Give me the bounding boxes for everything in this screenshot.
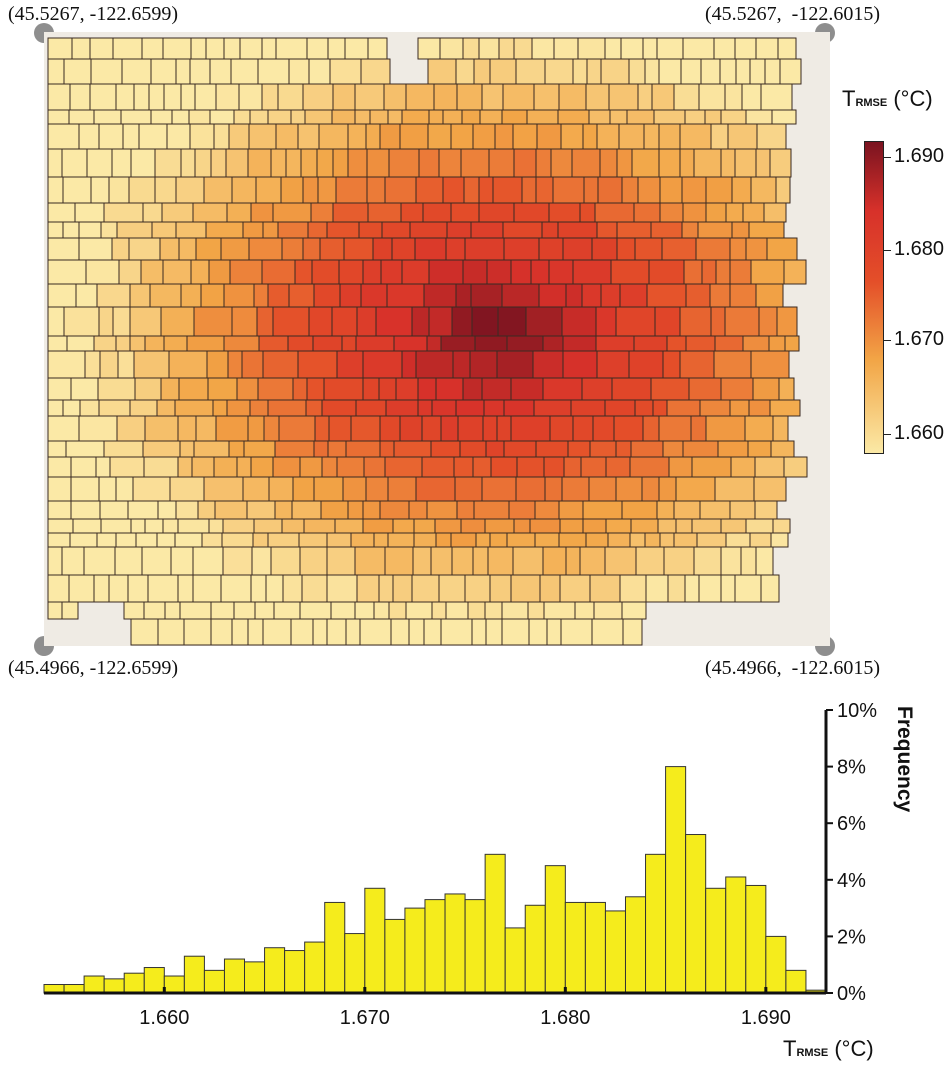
histogram-bar xyxy=(785,969,807,994)
histogram-bar xyxy=(364,887,386,994)
histogram-bar xyxy=(725,876,747,994)
histogram-bar xyxy=(604,910,626,994)
colorbar-tick-label: 1.670 xyxy=(894,328,945,350)
histogram-x-tick-label: 1.670 xyxy=(340,1007,390,1029)
histogram-y-tick-label: 10% xyxy=(837,700,877,722)
histogram-bar xyxy=(384,918,406,994)
colorbar-tick xyxy=(884,434,891,435)
histogram-bar xyxy=(444,893,466,994)
colorbar-tick xyxy=(884,340,891,341)
histogram-y-tick-label: 0% xyxy=(837,983,866,1005)
histogram-bar xyxy=(685,834,707,994)
histogram-bar xyxy=(143,967,165,994)
histogram-bar xyxy=(284,950,306,994)
svg-text:Frequency: Frequency xyxy=(893,706,916,813)
histogram-bar xyxy=(123,972,145,994)
colorbar-tick-label: 1.660 xyxy=(894,422,945,444)
histogram-bar xyxy=(424,899,446,994)
colorbar-title: TRMSE (°C) xyxy=(842,86,933,111)
histogram-bar xyxy=(183,955,205,994)
histogram-bar xyxy=(765,935,787,994)
corner-label-bottom-right: (45.4966, -122.6015) xyxy=(705,657,880,679)
histogram: 1.660 1.670 1.680 1.690 0% 2% 4% 6% 8% 10% xyxy=(43,700,877,1029)
histogram-bar xyxy=(464,899,486,994)
heat-map-grid xyxy=(47,37,808,646)
histogram-bar xyxy=(324,901,346,994)
histogram-y-tick-label: 2% xyxy=(837,926,866,948)
histogram-x-tick-label: 1.680 xyxy=(540,1007,590,1029)
histogram-bar xyxy=(544,865,566,994)
corner-label-top-left: (45.5267, -122.6599) xyxy=(8,3,178,25)
histogram-bar xyxy=(645,853,667,994)
histogram-y-tick-label: 4% xyxy=(837,870,866,892)
corner-label-top-right: (45.5267, -122.6015) xyxy=(705,3,880,25)
map-blocks xyxy=(47,37,808,646)
colorbar-tick-label: 1.680 xyxy=(894,238,945,260)
histogram-bar xyxy=(163,975,185,994)
histogram-y-axis-label: Frequency xyxy=(893,706,916,813)
colorbar-tick xyxy=(884,250,891,251)
histogram-bar xyxy=(504,927,526,994)
histogram-y-tick-label: 8% xyxy=(837,757,866,779)
histogram-y-tick-label: 6% xyxy=(837,813,866,835)
corner-label-bottom-left: (45.4966, -122.6599) xyxy=(8,657,178,679)
histogram-bar xyxy=(223,958,246,994)
histogram-bar xyxy=(244,961,266,994)
colorbar xyxy=(864,141,884,454)
histogram-bar xyxy=(624,896,647,994)
histogram-bar xyxy=(203,969,225,994)
histogram-x-tick-label: 1.660 xyxy=(139,1007,189,1029)
colorbar-tick xyxy=(884,157,891,158)
histogram-bar xyxy=(705,887,727,994)
histogram-bar xyxy=(665,766,687,994)
colorbar-tick-label: 1.690 xyxy=(894,145,945,167)
heat-map xyxy=(44,32,830,646)
histogram-bar xyxy=(484,853,506,994)
histogram-x-axis-label: TRMSE (°C) xyxy=(783,1036,874,1061)
histogram-bar xyxy=(524,904,546,994)
histogram-bar xyxy=(83,975,105,994)
histogram-bar xyxy=(404,907,426,994)
histogram-bar xyxy=(564,901,586,994)
histogram-bar xyxy=(344,933,366,994)
histogram-x-tick-label: 1.690 xyxy=(741,1007,791,1029)
histogram-bar xyxy=(745,884,767,994)
histogram-bar xyxy=(584,901,606,994)
histogram-bar xyxy=(103,978,125,994)
histogram-bar xyxy=(304,941,326,994)
histogram-bar xyxy=(264,947,286,994)
